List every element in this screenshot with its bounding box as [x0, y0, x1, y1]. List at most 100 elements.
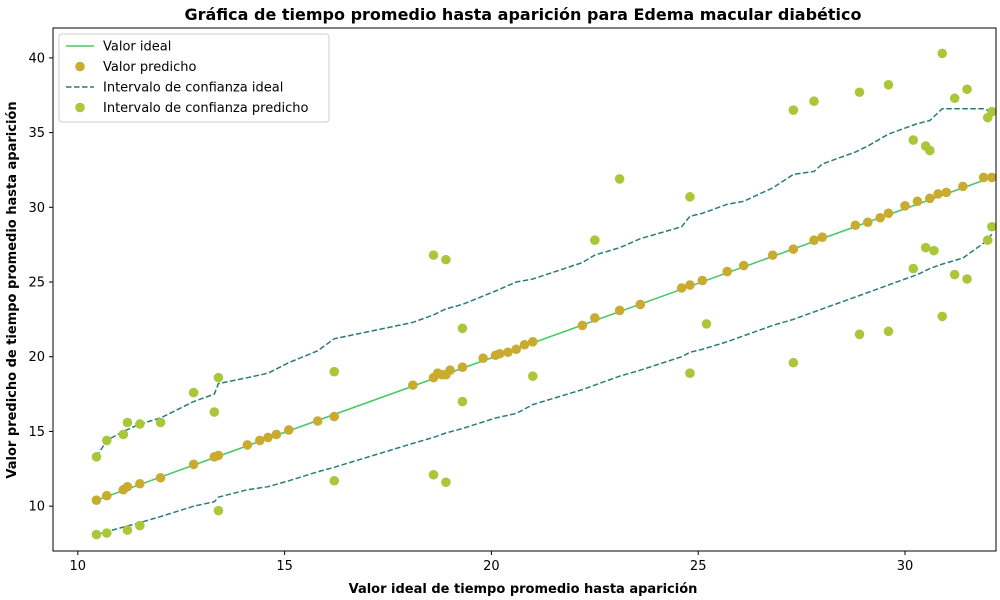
ci-predicted-point — [809, 96, 819, 107]
ci-predicted-point — [457, 323, 468, 334]
ci-predicted-point — [101, 435, 112, 446]
ci-predicted-point — [883, 79, 894, 90]
x-axis: 10 15 20 25 30 — [70, 551, 914, 574]
ci-predicted-point — [122, 525, 133, 535]
ci-predicted-point — [91, 452, 102, 462]
legend-box — [58, 33, 330, 123]
predicted-point — [101, 490, 112, 501]
ci-predicted-point — [925, 145, 935, 156]
y-axis-title: Valor predicho de tiempo promedio hasta … — [5, 101, 20, 478]
predicted-point — [271, 429, 282, 440]
legend-label: Valor predicho — [103, 60, 196, 75]
predicted-point — [329, 411, 340, 422]
predicted-point — [941, 187, 952, 198]
predicted-point — [883, 208, 894, 219]
predicted-point — [978, 172, 989, 183]
ci-predicted-point — [441, 477, 451, 488]
ci-predicted-point — [428, 250, 439, 260]
legend-label: Intervalo de confianza predicho — [103, 101, 308, 116]
legend-swatch-marker — [75, 102, 85, 113]
ci-ideal-lower-line — [96, 233, 993, 536]
plot-frame — [52, 27, 997, 552]
predicted-point — [817, 232, 828, 242]
y-tick-label: 25 — [28, 276, 45, 291]
predicted-point — [478, 353, 488, 364]
legend: Valor ideal Valor predicho Intervalo de co… — [58, 33, 330, 123]
ci-predicted-point — [920, 242, 931, 253]
ci-predicted-point — [949, 93, 960, 104]
predicted-point — [987, 172, 997, 183]
predicted-point — [809, 235, 819, 245]
ci-predicted-point — [135, 419, 145, 429]
legend-label: Valor ideal — [103, 40, 171, 55]
predicted-point — [875, 212, 885, 223]
ci-ideal-upper-line — [95, 107, 993, 458]
x-tick-label: 15 — [276, 559, 293, 574]
predicted-point — [767, 250, 778, 260]
y-tick-label: 40 — [28, 51, 45, 66]
ci-predicted-point — [982, 235, 993, 245]
predicted-point — [263, 432, 273, 443]
predicted-point — [511, 344, 522, 355]
predicted-point — [685, 280, 695, 290]
ci-predicted-point — [883, 326, 894, 337]
ci-predicted-point — [188, 387, 199, 398]
predicted-point — [697, 275, 708, 286]
ci-predicted-point — [441, 254, 451, 265]
predicted-point — [254, 435, 265, 446]
predicted-point — [676, 283, 687, 293]
ci-predicted-point — [329, 475, 340, 486]
predicted-point — [738, 260, 749, 271]
ci-predicted-point — [949, 269, 960, 280]
x-tick-label: 10 — [70, 559, 87, 574]
ci-predicted-point — [685, 368, 695, 378]
predicted-point — [788, 244, 799, 254]
predicted-point — [494, 348, 505, 359]
ci-predicted-point — [701, 319, 712, 329]
predicted-point — [135, 478, 145, 489]
ci-predicted-point — [91, 529, 102, 540]
y-tick-label: 20 — [28, 350, 45, 365]
ci-predicted-point — [590, 235, 600, 245]
predicted-point — [155, 472, 166, 483]
predicted-point — [213, 450, 224, 461]
predicted-point — [283, 425, 294, 435]
predicted-point — [519, 339, 530, 350]
x-axis-title: Valor ideal de tiempo promedio hasta apa… — [349, 582, 698, 597]
ci-predicted-point — [987, 106, 997, 117]
legend-label: Intervalo de confianza ideal — [103, 81, 283, 96]
predicted-point — [933, 189, 943, 199]
ci-predicted-point — [101, 528, 112, 538]
ci-predicted-point — [428, 469, 439, 480]
ci-predicted-point — [118, 429, 129, 440]
predicted-point — [614, 305, 625, 316]
predicted-point — [850, 220, 861, 231]
predicted-point — [577, 320, 588, 331]
ci-predicted-point — [908, 135, 919, 145]
ci-predicted-point — [987, 221, 997, 232]
predicted-point — [188, 459, 199, 470]
ci-predicted-point — [962, 84, 972, 95]
x-tick-label: 30 — [897, 559, 914, 574]
x-tick-label: 20 — [483, 559, 500, 574]
y-tick-label: 35 — [28, 126, 45, 141]
predicted-point — [408, 380, 418, 390]
ci-predicted-point — [614, 174, 625, 184]
predicted-point — [900, 201, 910, 211]
y-tick-label: 10 — [28, 500, 45, 515]
predicted-point — [312, 416, 323, 426]
y-tick-label: 15 — [28, 425, 45, 440]
legend-swatch-marker — [75, 61, 85, 72]
chart-title: Gráfica de tiempo promedio hasta aparici… — [184, 5, 861, 24]
predicted-point — [242, 440, 253, 450]
ci-predicted-point — [854, 87, 865, 98]
ci-predicted-point — [209, 407, 220, 417]
predicted-point — [91, 495, 102, 505]
predicted-point — [457, 362, 468, 373]
plot-area — [91, 48, 997, 540]
y-tick-label: 30 — [28, 201, 45, 216]
predicted-point — [122, 481, 133, 492]
predicted-point — [862, 217, 873, 228]
ci-predicted-point — [937, 311, 948, 322]
